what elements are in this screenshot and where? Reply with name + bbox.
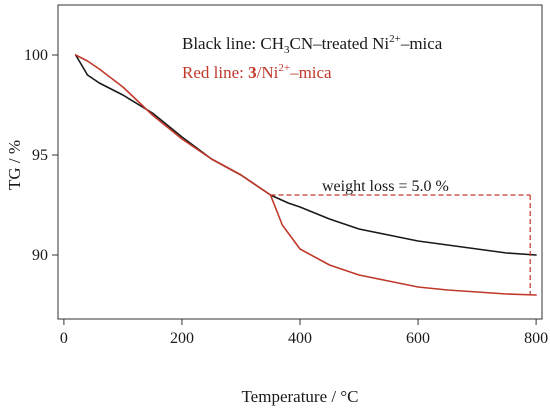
- x-tick-label-600: 600: [406, 330, 430, 347]
- y-tick-label-100: 100: [24, 47, 48, 64]
- x-tick-label-0: 0: [60, 330, 68, 347]
- x-tick-label-200: 200: [170, 330, 194, 347]
- series-line-1: [74, 54, 537, 296]
- legend-red-line: Red line: 3/Ni2+–mica: [182, 62, 332, 82]
- x-tick-label-800: 800: [524, 330, 548, 347]
- y-tick-label-95: 95: [32, 147, 48, 164]
- weight-loss-annotation: weight loss = 5.0 %: [322, 178, 449, 195]
- series-layer: [74, 54, 537, 296]
- annotation-layer: [270, 194, 531, 294]
- y-tick-label-90: 90: [32, 247, 48, 264]
- ticks-layer: 0 200 400 600 800 90 95 100: [24, 47, 548, 347]
- x-tick-label-400: 400: [288, 330, 312, 347]
- y-axis-title: TG / %: [5, 140, 24, 190]
- x-axis-title: Temperature / °C: [241, 387, 358, 406]
- legend-black-line: Black line: CH3CN–treated Ni2+–mica: [182, 33, 443, 56]
- series-line-0: [74, 54, 537, 256]
- plot-area: [57, 4, 543, 320]
